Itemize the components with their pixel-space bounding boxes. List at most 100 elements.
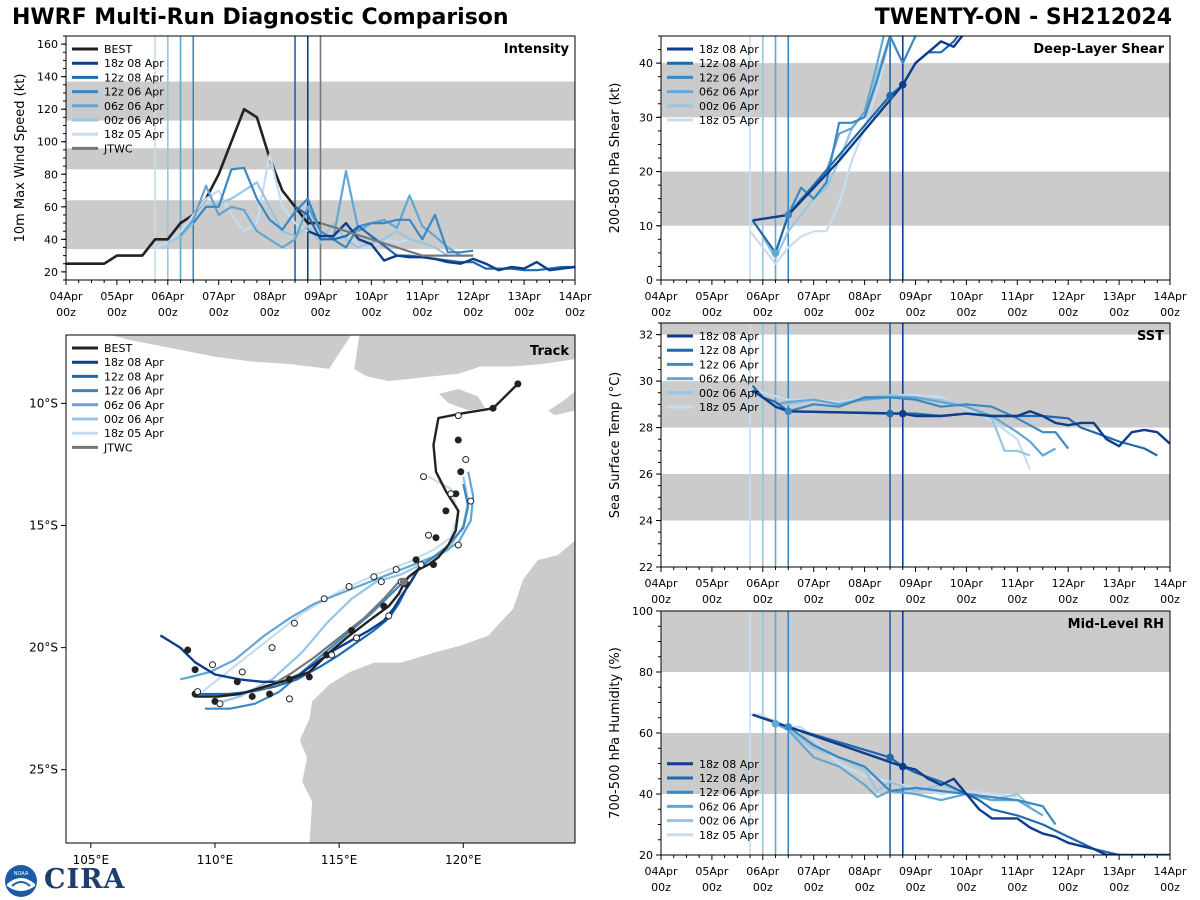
shear-xtick-label: 00z xyxy=(804,306,824,319)
rh-legend-label: 18z 08 Apr xyxy=(699,758,759,771)
track-forecast-point xyxy=(328,651,336,659)
rh-init-marker xyxy=(886,753,894,762)
rh-legend-label: 00z 06 Apr xyxy=(699,815,759,828)
sst-series-line xyxy=(775,396,1057,457)
intensity-xtick-label: 10Apr xyxy=(355,290,389,303)
sst-xtick-label: 00z xyxy=(1058,593,1078,606)
rh-ytick-label: 80 xyxy=(639,666,653,679)
intensity-xtick-label: 00z xyxy=(107,306,127,319)
land-sumba xyxy=(437,388,487,412)
sst-xtick-label: 05Apr xyxy=(695,577,729,590)
track-legend-label: 18z 05 Apr xyxy=(104,427,164,440)
intensity-legend-label: 00z 06 Apr xyxy=(104,114,164,127)
shear-xtick-label: 06Apr xyxy=(746,290,780,303)
intensity-ylabel: 10m Max Wind Speed (kt) xyxy=(13,74,28,243)
track-line xyxy=(264,578,403,691)
track-forecast-point xyxy=(425,531,433,539)
shear-plot-area xyxy=(661,36,1170,280)
shear-title: Deep-Layer Shear xyxy=(1033,42,1164,57)
intensity-xtick-label: 08Apr xyxy=(253,290,287,303)
shear-panel: 0 10 20 30 40 04Apr 00z 05Apr 00z 06Apr 00z 07Apr 00… xyxy=(608,35,1187,319)
track-line xyxy=(159,563,423,683)
rh-xtick-label: 05Apr xyxy=(695,865,729,878)
rh-xtick-label: 12Apr xyxy=(1052,865,1086,878)
track-forecast-point xyxy=(194,688,202,696)
intensity-xtick-label: 00z xyxy=(260,306,280,319)
shear-xtick-label: 04Apr xyxy=(644,290,678,303)
track-best-point xyxy=(457,468,465,476)
track-forecast-point xyxy=(268,644,276,652)
page-title: HWRF Multi-Run Diagnostic Comparison xyxy=(12,5,509,30)
intensity-xtick-label: 00z xyxy=(514,306,534,319)
track-best-point xyxy=(432,534,440,542)
track-forecast-point xyxy=(216,700,224,708)
rh-xtick-label: 04Apr xyxy=(644,865,678,878)
sst-legend-label: 12z 06 Apr xyxy=(699,358,759,371)
sst-band xyxy=(661,323,1170,335)
track-xtick-label: 120°E xyxy=(445,853,482,867)
track-line xyxy=(195,382,519,698)
track-best-point xyxy=(348,627,356,635)
rh-ylabel: 700-500 hPa Humidity (%) xyxy=(608,647,623,819)
sst-xtick-label: 09Apr xyxy=(899,577,933,590)
sst-series-line xyxy=(751,389,1170,448)
track-forecast-point xyxy=(467,497,475,505)
intensity-ytick-label: 20 xyxy=(44,266,58,279)
intensity-xtick-label: 05Apr xyxy=(100,290,134,303)
sst-xtick-label: 00z xyxy=(906,593,926,606)
intensity-xtick-label: 06Apr xyxy=(151,290,185,303)
rh-ytick-label: 20 xyxy=(639,849,653,862)
land-java xyxy=(66,335,352,370)
track-best-point xyxy=(266,690,274,698)
noaa-logo-icon: NOAA xyxy=(5,865,37,897)
rh-xtick-label: 11Apr xyxy=(1001,865,1035,878)
rh-xtick-label: 00z xyxy=(1058,881,1078,894)
track-forecast-point xyxy=(208,661,216,669)
sst-xtick-label: 00z xyxy=(855,593,875,606)
rh-plot-area xyxy=(661,611,1170,855)
track-title: Track xyxy=(530,344,569,359)
sst-ytick-label: 24 xyxy=(639,515,653,528)
track-ytick-label: 25°S xyxy=(29,763,58,777)
sst-xtick-label: 11Apr xyxy=(1001,577,1035,590)
track-ytick-label: 10°S xyxy=(29,396,58,410)
intensity-ytick-label: 160 xyxy=(37,38,58,51)
track-best-point xyxy=(452,490,460,498)
intensity-xtick-label: 09Apr xyxy=(304,290,338,303)
rh-legend-label: 12z 08 Apr xyxy=(699,772,759,785)
sst-xtick-label: 10Apr xyxy=(950,577,984,590)
intensity-series-line xyxy=(66,107,321,266)
shear-legend-label: 18z 05 Apr xyxy=(699,114,759,127)
shear-xtick-label: 00z xyxy=(702,306,722,319)
rh-xtick-label: 09Apr xyxy=(899,865,933,878)
sst-xtick-label: 00z xyxy=(1007,593,1027,606)
intensity-panel: 20 40 60 80 100 120 140 160 04Apr 00z 05Apr 00z 06Ap… xyxy=(13,35,592,319)
sst-xtick-label: 08Apr xyxy=(848,577,882,590)
intensity-legend-label: 06z 06 Apr xyxy=(104,100,164,113)
shear-init-marker xyxy=(784,211,793,219)
track-best-point xyxy=(184,646,192,654)
rh-series-line xyxy=(752,713,1170,855)
sst-xtick-label: 12Apr xyxy=(1052,577,1086,590)
shear-ytick-label: 20 xyxy=(639,166,653,179)
track-xtick-label: 105°E xyxy=(73,853,110,867)
intensity-ytick-label: 60 xyxy=(44,201,58,214)
track-xtick-label: 110°E xyxy=(197,853,234,867)
svg-text:NOAA: NOAA xyxy=(14,871,29,877)
intensity-series-line xyxy=(307,221,575,272)
intensity-title: Intensity xyxy=(504,42,570,57)
rh-xtick-label: 00z xyxy=(1007,881,1027,894)
shear-xtick-label: 00z xyxy=(957,306,977,319)
track-best-point xyxy=(248,692,256,700)
intensity-ytick-label: 80 xyxy=(44,168,58,181)
shear-band xyxy=(661,63,1170,118)
intensity-xtick-label: 13Apr xyxy=(508,290,542,303)
sst-band xyxy=(661,474,1170,521)
shear-init-marker xyxy=(771,249,780,257)
sst-xtick-label: 00z xyxy=(753,593,773,606)
track-forecast-point xyxy=(320,595,328,603)
rh-xtick-label: 00z xyxy=(1109,881,1129,894)
track-best-point xyxy=(191,666,199,674)
